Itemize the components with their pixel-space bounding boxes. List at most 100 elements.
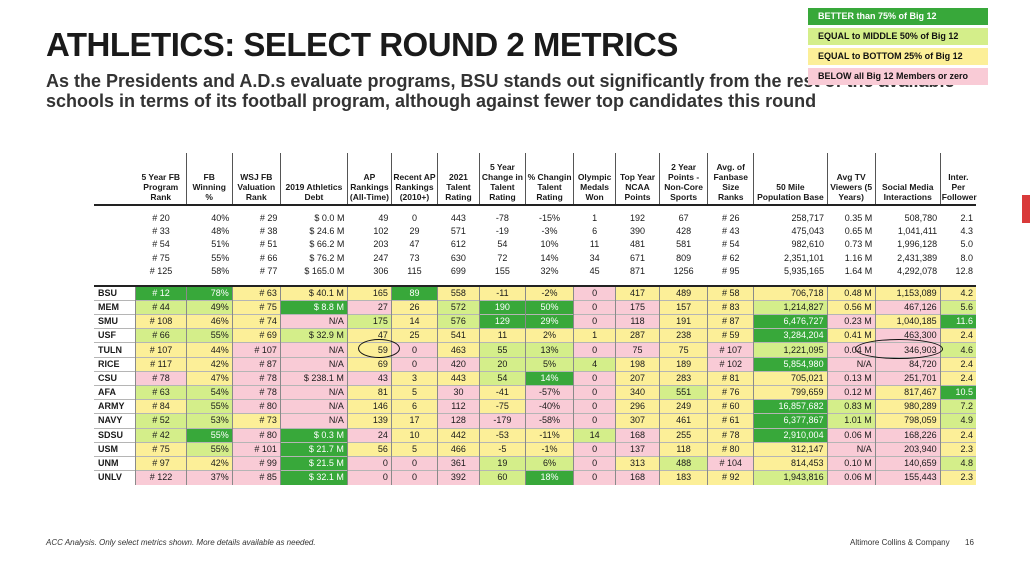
table-cell: # 107 bbox=[707, 342, 754, 358]
table-cell: 4.9 bbox=[939, 413, 976, 429]
column-header: Olympic Medals Won bbox=[573, 153, 616, 206]
school-name: SDSU bbox=[94, 427, 136, 443]
table-cell: 128 bbox=[437, 413, 480, 429]
legend-item-better: BETTER than 75% of Big 12 bbox=[808, 8, 988, 25]
benchmark-cell: 11 bbox=[589, 239, 600, 250]
table-cell: 89 bbox=[390, 284, 438, 301]
table-cell: 0.56 M bbox=[826, 299, 876, 315]
school-name: UNLV bbox=[94, 470, 136, 485]
benchmark-cell: 45 bbox=[589, 265, 600, 276]
table-cell: 20 bbox=[478, 356, 526, 372]
table-cell: 75 bbox=[615, 342, 660, 358]
table-cell: # 87 bbox=[707, 314, 754, 329]
table-cell: -58% bbox=[524, 413, 574, 429]
table-cell: 0.83 M bbox=[826, 399, 876, 414]
table-cell: # 104 bbox=[707, 455, 754, 471]
table-cell: 7.2 bbox=[939, 399, 976, 414]
table-cell: 5 bbox=[390, 441, 438, 457]
table-cell: # 84 bbox=[135, 399, 187, 414]
table-cell: 27 bbox=[346, 299, 392, 315]
table-cell: 980,289 bbox=[874, 399, 941, 414]
table-cell: 551 bbox=[659, 385, 708, 400]
benchmark-cell: 2.1 bbox=[960, 213, 973, 223]
table-cell: # 58 bbox=[707, 284, 754, 301]
benchmark-cell: 6 bbox=[592, 226, 598, 237]
table-cell: 705,021 bbox=[753, 370, 828, 386]
table-cell: $ 21.7 M bbox=[279, 441, 348, 457]
page-title: ATHLETICS: SELECT ROUND 2 METRICS bbox=[46, 26, 678, 63]
table-cell: 69 bbox=[346, 356, 392, 372]
benchmark-cell: -15% bbox=[539, 213, 561, 223]
table-cell: 249 bbox=[659, 399, 708, 414]
table-cell: 488 bbox=[659, 455, 708, 471]
table-cell: # 42 bbox=[135, 427, 187, 443]
table-cell: 1,943,816 bbox=[753, 470, 828, 485]
table-cell: 16,857,682 bbox=[753, 399, 828, 414]
table-row: ARMY # 84 55% # 80 N/A 146 6 112 -75 -40% 0 296 249 #… bbox=[94, 399, 976, 414]
table-cell: 19 bbox=[478, 455, 526, 471]
table-cell: 0 bbox=[573, 370, 616, 386]
table-cell: -5 bbox=[478, 441, 526, 457]
table-cell: 175 bbox=[615, 299, 660, 315]
table-cell: 0 bbox=[573, 441, 616, 457]
table-cell: 43 bbox=[346, 370, 392, 386]
benchmark-cell: 54 bbox=[497, 239, 508, 250]
table-cell: 47% bbox=[185, 370, 233, 386]
table-cell: 78% bbox=[185, 284, 233, 301]
table-cell: 392 bbox=[437, 470, 480, 485]
table-cell: 190 bbox=[478, 299, 526, 315]
table-row: RICE # 117 42% # 87 N/A 69 0 420 20 5% 4 198 189 # 10… bbox=[94, 356, 976, 372]
column-header: Social Media Interactions bbox=[874, 153, 941, 206]
table-cell: $ 21.5 M bbox=[279, 455, 348, 471]
school-name: MEM bbox=[94, 299, 136, 315]
table-cell: 706,718 bbox=[753, 284, 828, 301]
table-cell: 463 bbox=[437, 342, 480, 358]
column-header: WSJ FB Valuation Rank bbox=[231, 153, 281, 206]
table-cell: 814,453 bbox=[753, 455, 828, 471]
benchmark-cell: 1.64 M bbox=[844, 265, 873, 276]
metrics-table: 5 Year FB Program Rank FB Winning % WSJ FB… bbox=[94, 153, 977, 485]
table-cell: 0 bbox=[573, 413, 616, 429]
benchmark-cell: 481 bbox=[630, 239, 646, 250]
table-cell: $ 40.1 M bbox=[279, 284, 348, 301]
table-cell: # 87 bbox=[231, 356, 281, 372]
column-header: Top Year NCAA Points bbox=[615, 153, 660, 206]
table-cell: 541 bbox=[437, 328, 480, 343]
table-row: USM # 75 55% # 101 $ 21.7 M 56 5 466 -5 -1% 0 137 11… bbox=[94, 441, 976, 457]
table-cell: 0 bbox=[573, 284, 616, 301]
table-row: SDSU # 42 55% # 80 $ 0.3 M 24 10 442 -53 -11% 14 16… bbox=[94, 427, 976, 443]
table-cell: 467,126 bbox=[874, 299, 941, 315]
table-cell: 466 bbox=[437, 441, 480, 457]
table-cell: # 99 bbox=[231, 455, 281, 471]
table-cell: 0 bbox=[573, 470, 616, 485]
column-header: Avg TV Viewers (5 Years) bbox=[826, 153, 876, 206]
table-cell: $ 8.8 M bbox=[279, 299, 348, 315]
benchmark-cell: 247 bbox=[373, 252, 389, 263]
benchmark-row: # 33 48% # 38 $ 24.6 M 102 29 571 -19 -3% 6 390 428… bbox=[94, 225, 976, 238]
table-cell: 118 bbox=[615, 314, 660, 329]
table-cell: 140,659 bbox=[874, 455, 941, 471]
table-cell: 11.6 bbox=[939, 314, 976, 329]
header-school-blank bbox=[94, 153, 136, 206]
benchmark-cell: 203 bbox=[373, 239, 389, 250]
benchmark-cell: 982,610 bbox=[791, 239, 825, 250]
benchmark-cell: 1256 bbox=[673, 265, 694, 276]
benchmark-cell: # 26 bbox=[721, 213, 740, 223]
benchmark-cell: # 66 bbox=[259, 252, 278, 263]
table-cell: 0 bbox=[390, 342, 438, 358]
table-cell: 17 bbox=[390, 413, 438, 429]
table-cell: 1,214,827 bbox=[753, 299, 828, 315]
table-cell: 191 bbox=[659, 314, 708, 329]
table-cell: 340 bbox=[615, 385, 660, 400]
table-cell: 59 bbox=[346, 342, 392, 358]
column-header: Inter. Per Follower bbox=[939, 153, 977, 206]
table-cell: # 81 bbox=[707, 370, 754, 386]
table-cell: 1,221,095 bbox=[753, 342, 828, 358]
table-cell: 55 bbox=[478, 342, 526, 358]
table-cell: 137 bbox=[615, 441, 660, 457]
benchmark-cell: 72 bbox=[497, 252, 508, 263]
table-cell: 287 bbox=[615, 328, 660, 343]
table-cell: 55% bbox=[185, 427, 233, 443]
table-cell: 0.13 M bbox=[826, 370, 876, 386]
table-cell: 4.8 bbox=[939, 455, 976, 471]
